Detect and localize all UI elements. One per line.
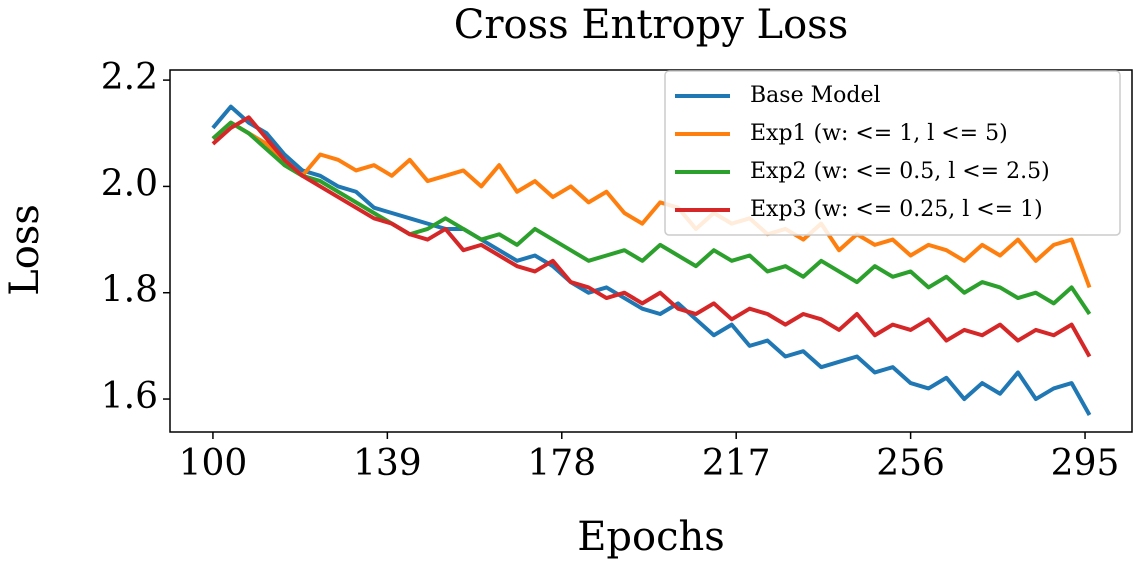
- x-tick-label: 256: [876, 443, 945, 484]
- legend-label: Base Model: [750, 83, 881, 108]
- plot-frame: [169, 69, 1133, 433]
- y-tick-label: 2.0: [101, 163, 158, 204]
- line-series: [211, 104, 1092, 416]
- x-axis-label: Epochs: [577, 514, 725, 560]
- x-tick-label: 217: [702, 443, 771, 484]
- x-tick-label: 100: [179, 443, 248, 484]
- y-tick-label: 1.8: [101, 270, 158, 311]
- legend-label: Exp3 (w: <= 0.25, l <= 1): [750, 197, 1043, 222]
- chart-title: Cross Entropy Loss: [454, 2, 848, 48]
- x-tick-label: 295: [1051, 443, 1120, 484]
- line-series: [211, 115, 1092, 358]
- line-series: [211, 120, 1092, 316]
- line-series: [211, 120, 1092, 289]
- legend-label: Exp1 (w: <= 1, l <= 5): [750, 121, 1008, 146]
- y-axis-label: Loss: [2, 204, 48, 296]
- y-tick-label: 1.6: [101, 376, 158, 417]
- legend-box: [664, 70, 1121, 236]
- x-tick-label: 139: [353, 443, 422, 484]
- x-tick-label: 178: [527, 443, 596, 484]
- legend-label: Exp2 (w: <= 0.5, l <= 2.5): [750, 159, 1050, 184]
- y-tick-label: 2.2: [101, 57, 158, 98]
